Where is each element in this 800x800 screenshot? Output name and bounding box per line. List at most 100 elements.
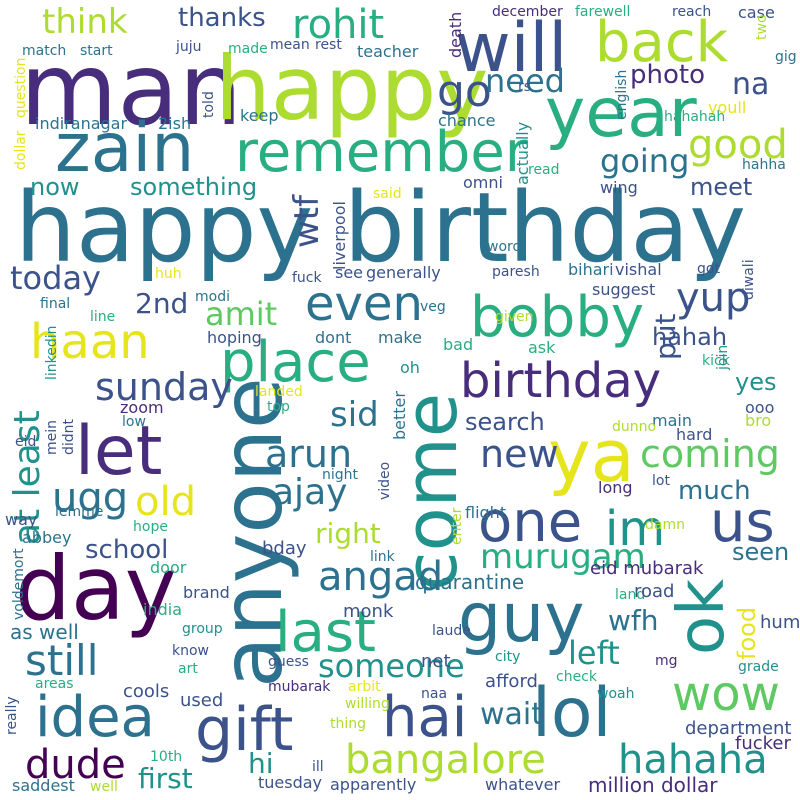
word-school: school <box>85 535 169 565</box>
word-willing: willing <box>345 696 390 712</box>
word-lemme: lemme <box>55 504 104 520</box>
word-top: top <box>267 399 290 415</box>
word-gift: gift <box>195 695 294 765</box>
word-much: much <box>678 476 751 506</box>
word-indiranagar: indiranagar <box>35 114 128 133</box>
word-think: think <box>42 2 128 42</box>
word-reach: reach <box>672 4 712 20</box>
word-india: india <box>143 600 182 619</box>
word-huh: huh <box>155 266 182 282</box>
word-really: really <box>4 696 20 735</box>
word-happy-birthday: happy birthday <box>15 172 747 284</box>
word-got: got <box>697 261 720 277</box>
word-veg: veg <box>420 299 446 315</box>
word-lol: lol <box>532 674 612 753</box>
word-still: still <box>25 636 99 685</box>
word-question: question <box>13 57 29 118</box>
word-gig: gig <box>775 49 797 65</box>
word-hi: hi <box>248 747 274 780</box>
word-10th: 10th <box>150 749 183 765</box>
word-birthday: birthday <box>460 353 662 409</box>
word-zain: zain <box>55 109 195 188</box>
word-left: left <box>568 634 620 672</box>
word-fuck: fuck <box>292 270 322 286</box>
word-ooo: ooo <box>745 398 775 417</box>
word-join: join <box>715 344 731 370</box>
word-wing: wing <box>600 178 638 197</box>
word-wait: wait <box>480 697 544 732</box>
word-chance: chance <box>438 111 496 130</box>
word-linkedin: linkedin <box>44 325 60 380</box>
word-line: line <box>90 309 116 325</box>
word-night: night <box>322 467 359 483</box>
word-naa: naa <box>421 686 448 702</box>
word-thanks: thanks <box>178 3 266 33</box>
word-link: link <box>370 549 395 565</box>
word-million-dollar: million dollar <box>588 773 718 797</box>
word-yes: yes <box>735 368 777 396</box>
word-ill: ill <box>312 759 324 775</box>
word-suggest: suggest <box>592 280 656 299</box>
word-amit: amit <box>205 295 278 333</box>
word-well: well <box>90 779 118 795</box>
word-youll: youll <box>708 98 747 117</box>
word-will: will <box>455 9 568 88</box>
word-guess: guess <box>268 654 309 670</box>
word-ask: ask <box>528 338 556 357</box>
word-dont: dont <box>315 328 352 347</box>
word-dollar: dollar <box>13 130 29 170</box>
word-areas: areas <box>35 676 74 692</box>
word-ya: ya <box>548 414 635 498</box>
word-photo: photo <box>630 60 705 90</box>
word-happy: happy <box>215 37 489 140</box>
word-go: go <box>437 66 492 117</box>
word-fucker: fucker <box>735 733 791 754</box>
word-2nd: 2nd <box>135 287 189 320</box>
word-check: check <box>556 669 597 685</box>
word-diwali: diwali <box>741 259 757 300</box>
word-ajay: ajay <box>272 472 348 513</box>
word-idea: idea <box>35 685 155 750</box>
word-final: final <box>40 296 71 312</box>
word-meet: meet <box>690 173 753 201</box>
word-eid-mubarak: eid mubarak <box>590 558 704 579</box>
word-woah: woah <box>597 686 635 702</box>
word-told: told <box>201 91 217 118</box>
word-yup: yup <box>676 275 751 321</box>
word-hahha: hahha <box>742 157 786 173</box>
word-mean: mean <box>270 37 310 53</box>
word-search: search <box>465 408 545 436</box>
word-first: first <box>138 762 193 795</box>
word-main: main <box>652 411 692 430</box>
word-laude: laude <box>432 623 471 639</box>
word-right: right <box>315 517 381 550</box>
word-year: year <box>545 74 697 153</box>
word-low: low <box>122 414 146 430</box>
word-said: said <box>373 186 402 202</box>
word-hahaha: hahaha <box>618 737 768 783</box>
word-hard: hard <box>676 425 713 444</box>
word-last: last <box>275 600 377 665</box>
word-mein: mein <box>44 419 60 455</box>
word-make: make <box>378 328 422 347</box>
word-place: place <box>220 330 371 395</box>
word-oh: oh <box>400 358 420 377</box>
word-two: two <box>754 14 770 40</box>
word-mg: mg <box>655 653 678 669</box>
word-as-well: as well <box>10 620 79 644</box>
word-paresh: paresh <box>492 264 540 280</box>
word-old: old <box>135 479 196 525</box>
word-match: match <box>22 43 67 59</box>
word-quarantine: quarantine <box>415 570 525 594</box>
word-flight: flight <box>465 503 507 522</box>
word-monk: monk <box>343 601 394 622</box>
word-us: us <box>710 490 775 555</box>
word-food: food <box>733 606 761 660</box>
word-damn: damn <box>645 517 685 533</box>
word-arun: arun <box>265 432 353 476</box>
word-omni: omni <box>463 173 503 192</box>
word-farewell: farewell <box>575 4 631 20</box>
word-guy: guy <box>458 579 585 658</box>
word-rs: rs <box>518 79 532 95</box>
